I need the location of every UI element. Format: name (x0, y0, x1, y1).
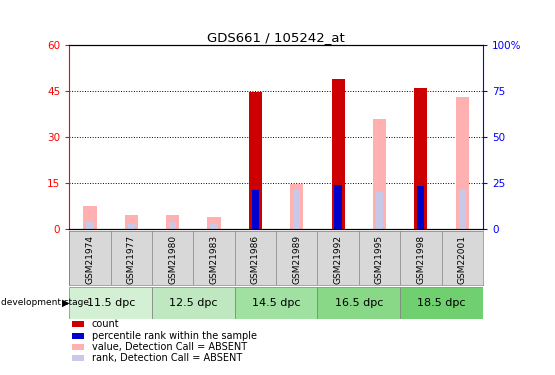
Text: 18.5 dpc: 18.5 dpc (417, 298, 466, 308)
Text: percentile rank within the sample: percentile rank within the sample (92, 331, 256, 340)
Text: GSM21998: GSM21998 (416, 235, 425, 284)
FancyBboxPatch shape (235, 287, 317, 319)
Bar (128, 224, 135, 229)
Bar (208, 216, 221, 229)
Title: GDS661 / 105242_at: GDS661 / 105242_at (207, 31, 345, 44)
Text: 12.5 dpc: 12.5 dpc (169, 298, 218, 308)
Text: GSM21992: GSM21992 (334, 235, 342, 284)
FancyBboxPatch shape (317, 287, 400, 319)
Bar (414, 88, 427, 229)
Bar (290, 184, 304, 229)
Bar (293, 190, 300, 229)
FancyBboxPatch shape (69, 287, 152, 319)
Bar (458, 190, 466, 229)
Bar (335, 184, 342, 229)
Text: GSM21980: GSM21980 (168, 235, 177, 284)
Text: count: count (92, 320, 119, 329)
Bar (166, 215, 179, 229)
Text: GSM21995: GSM21995 (375, 235, 384, 284)
Bar (376, 192, 383, 229)
Text: 16.5 dpc: 16.5 dpc (335, 298, 383, 308)
Text: value, Detection Call = ABSENT: value, Detection Call = ABSENT (92, 342, 247, 352)
Text: GSM22001: GSM22001 (458, 235, 467, 284)
Bar (249, 93, 262, 229)
Text: 14.5 dpc: 14.5 dpc (252, 298, 300, 308)
Bar (210, 224, 218, 229)
Bar (252, 190, 259, 229)
Text: GSM21989: GSM21989 (292, 235, 301, 284)
Text: GSM21986: GSM21986 (251, 235, 260, 284)
Bar (331, 79, 345, 229)
FancyBboxPatch shape (152, 287, 235, 319)
Text: GSM21974: GSM21974 (85, 235, 94, 284)
Bar (456, 97, 469, 229)
Bar (373, 118, 386, 229)
Text: ▶: ▶ (62, 298, 70, 308)
FancyBboxPatch shape (400, 287, 483, 319)
Bar (169, 222, 176, 229)
Text: 11.5 dpc: 11.5 dpc (87, 298, 135, 308)
Bar (125, 215, 138, 229)
Text: development stage: development stage (1, 298, 89, 307)
Text: GSM21977: GSM21977 (127, 235, 136, 284)
Text: rank, Detection Call = ABSENT: rank, Detection Call = ABSENT (92, 353, 242, 363)
Text: GSM21983: GSM21983 (210, 235, 219, 284)
Bar (83, 206, 97, 229)
Bar (87, 222, 94, 229)
Bar (417, 186, 425, 229)
